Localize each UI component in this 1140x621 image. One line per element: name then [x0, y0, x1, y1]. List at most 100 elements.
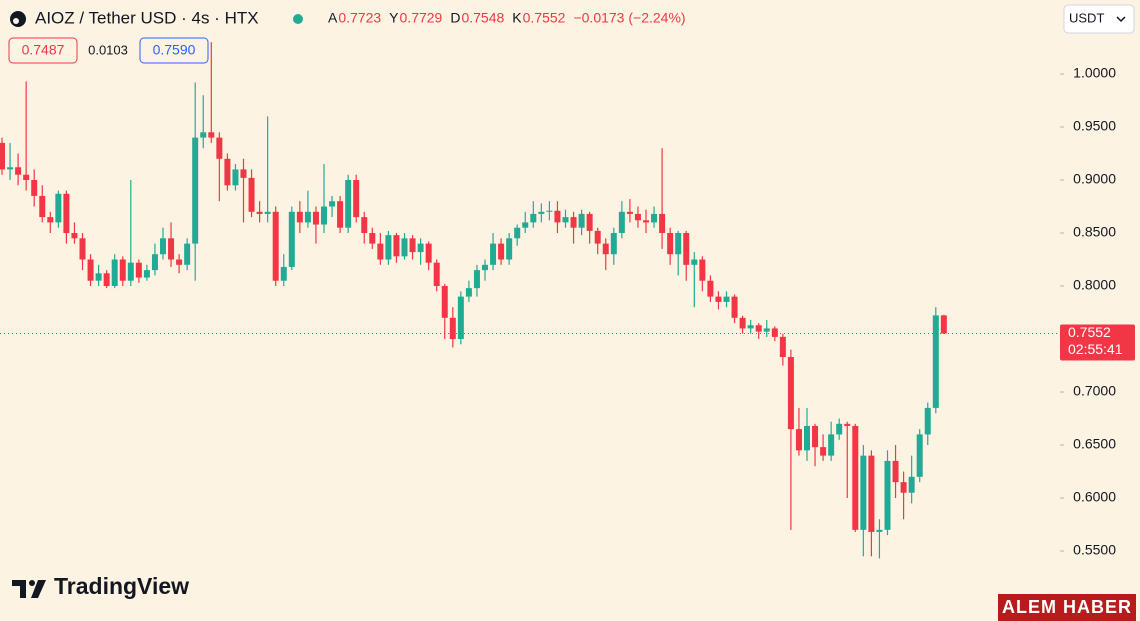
candle-body [377, 243, 384, 260]
candle-body [812, 425, 819, 448]
candle-body [570, 217, 577, 228]
candle-body [892, 460, 899, 483]
candle-body [771, 328, 778, 337]
status-dot [293, 14, 303, 24]
candle-body [111, 259, 118, 287]
brand-logo [12, 580, 46, 598]
candle-body [924, 407, 931, 435]
candle-body [546, 210, 553, 212]
candle-body [659, 213, 666, 234]
candle-body [256, 211, 263, 214]
candle-body [216, 137, 223, 159]
ohlc-change: −0.0173 (−2.24%) [573, 10, 685, 26]
brand-name: TradingView [54, 573, 189, 599]
candle-body [723, 296, 730, 302]
candle-body [482, 264, 488, 271]
candle-body [836, 423, 843, 435]
candle-body [465, 288, 472, 297]
candle-body [594, 230, 601, 244]
candle-body [667, 233, 674, 255]
candle-body [135, 262, 142, 278]
candle-body [264, 211, 271, 214]
candle-body [272, 211, 279, 281]
ohlc-value: 0.7723 [338, 10, 381, 26]
candle-body [337, 201, 344, 228]
candle-body [626, 211, 633, 214]
candle-body [506, 238, 513, 260]
candle-body [7, 167, 14, 170]
candle-body [208, 132, 215, 138]
candle-body [151, 254, 158, 271]
candle-body [618, 211, 625, 234]
currency-select[interactable] [1063, 4, 1135, 34]
candle-body [538, 211, 545, 214]
candle-body [755, 325, 762, 332]
candle-body [63, 193, 70, 234]
candle-body [23, 174, 30, 181]
candle-body [200, 132, 207, 138]
candle-body [288, 211, 295, 267]
y-tick-label: 0.8500 [1073, 224, 1116, 240]
candle-body [787, 357, 794, 430]
candle-body [31, 180, 38, 196]
candle-body [240, 169, 247, 178]
candle-body [71, 233, 78, 239]
candle-body [385, 235, 392, 260]
candle-body [296, 211, 303, 223]
candle-body [643, 220, 649, 223]
candle-body [844, 423, 851, 426]
candle-body [312, 211, 319, 225]
candle-body [715, 296, 722, 302]
candle-body [586, 213, 593, 231]
ohlc-key: A [328, 10, 338, 26]
candle-body [361, 217, 368, 234]
candle-body [232, 169, 239, 186]
candle-body [554, 210, 561, 223]
candle-body [47, 217, 54, 223]
y-tick-label: 0.9000 [1073, 171, 1116, 187]
dropdown-arrow[interactable] [1116, 16, 1126, 23]
candle-body [779, 336, 786, 358]
ask-price[interactable]: 0.7590 [153, 42, 196, 58]
logo-hole [13, 18, 19, 24]
candle-body [731, 296, 738, 318]
candle-body [417, 243, 424, 253]
candle-body [79, 238, 86, 260]
candle-body [900, 482, 907, 493]
y-tick-label: 0.8000 [1073, 277, 1116, 293]
candle-body [409, 238, 416, 253]
ohlc-key: Y [389, 10, 399, 26]
candle-body [651, 213, 658, 223]
candle-body [457, 296, 464, 340]
candle-body [683, 233, 690, 265]
candle-body [433, 262, 440, 287]
ask-box[interactable] [139, 37, 209, 64]
candle-body [490, 243, 497, 265]
logo-dot [29, 580, 35, 586]
last-price-label: 0.7552 [1068, 324, 1111, 340]
candle-body [192, 137, 199, 244]
candle-body [329, 201, 336, 207]
candle-body [860, 455, 867, 530]
candle-body [675, 233, 682, 255]
candle-body [0, 142, 5, 170]
candle-body [103, 273, 110, 287]
bid-box [8, 37, 78, 64]
candle-body [39, 195, 46, 218]
candle-body [763, 328, 770, 332]
candle-body [449, 317, 456, 340]
candle-body [441, 286, 448, 318]
candle-body [160, 238, 166, 255]
candle-body [820, 447, 827, 456]
candle-body [634, 213, 641, 221]
candle-body [369, 233, 376, 244]
candle-body [852, 425, 859, 530]
currency-label[interactable]: USDT [1069, 10, 1104, 25]
candle-body [868, 455, 875, 532]
y-tick-label: 0.7000 [1073, 383, 1116, 399]
y-tick-label: 0.6500 [1073, 436, 1116, 452]
ohlc-value: 0.7552 [523, 10, 566, 26]
candle-body [916, 434, 923, 477]
candle-body [87, 259, 94, 281]
candle-body [514, 227, 521, 239]
